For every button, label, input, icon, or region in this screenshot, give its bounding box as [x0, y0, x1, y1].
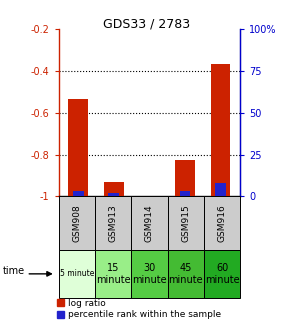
Bar	[168, 196, 204, 250]
Text: 45
minute: 45 minute	[168, 263, 203, 285]
Bar	[104, 181, 124, 196]
Text: GSM914: GSM914	[145, 204, 154, 242]
Legend: log ratio, percentile rank within the sample: log ratio, percentile rank within the sa…	[57, 299, 221, 319]
Text: 30
minute: 30 minute	[132, 263, 167, 285]
Bar	[180, 191, 190, 196]
Bar	[73, 191, 84, 196]
Text: GDS33 / 2783: GDS33 / 2783	[103, 18, 190, 31]
Bar	[175, 160, 195, 196]
Text: 15
minute: 15 minute	[96, 263, 130, 285]
Bar	[59, 250, 95, 298]
Bar	[59, 196, 95, 250]
Bar	[131, 250, 168, 298]
Text: time: time	[3, 266, 25, 276]
Text: 60
minute: 60 minute	[205, 263, 239, 285]
Text: GSM908: GSM908	[72, 204, 81, 242]
Bar	[95, 250, 131, 298]
Bar	[204, 196, 240, 250]
Bar	[211, 64, 231, 196]
Bar	[68, 99, 88, 196]
Bar	[204, 250, 240, 298]
Text: 5 minute: 5 minute	[59, 269, 94, 278]
Text: GSM916: GSM916	[218, 204, 226, 242]
Bar	[215, 183, 226, 196]
Bar	[95, 196, 131, 250]
Text: GSM915: GSM915	[181, 204, 190, 242]
Text: GSM913: GSM913	[109, 204, 117, 242]
Bar	[108, 193, 119, 196]
Bar	[168, 250, 204, 298]
Bar	[131, 196, 168, 250]
